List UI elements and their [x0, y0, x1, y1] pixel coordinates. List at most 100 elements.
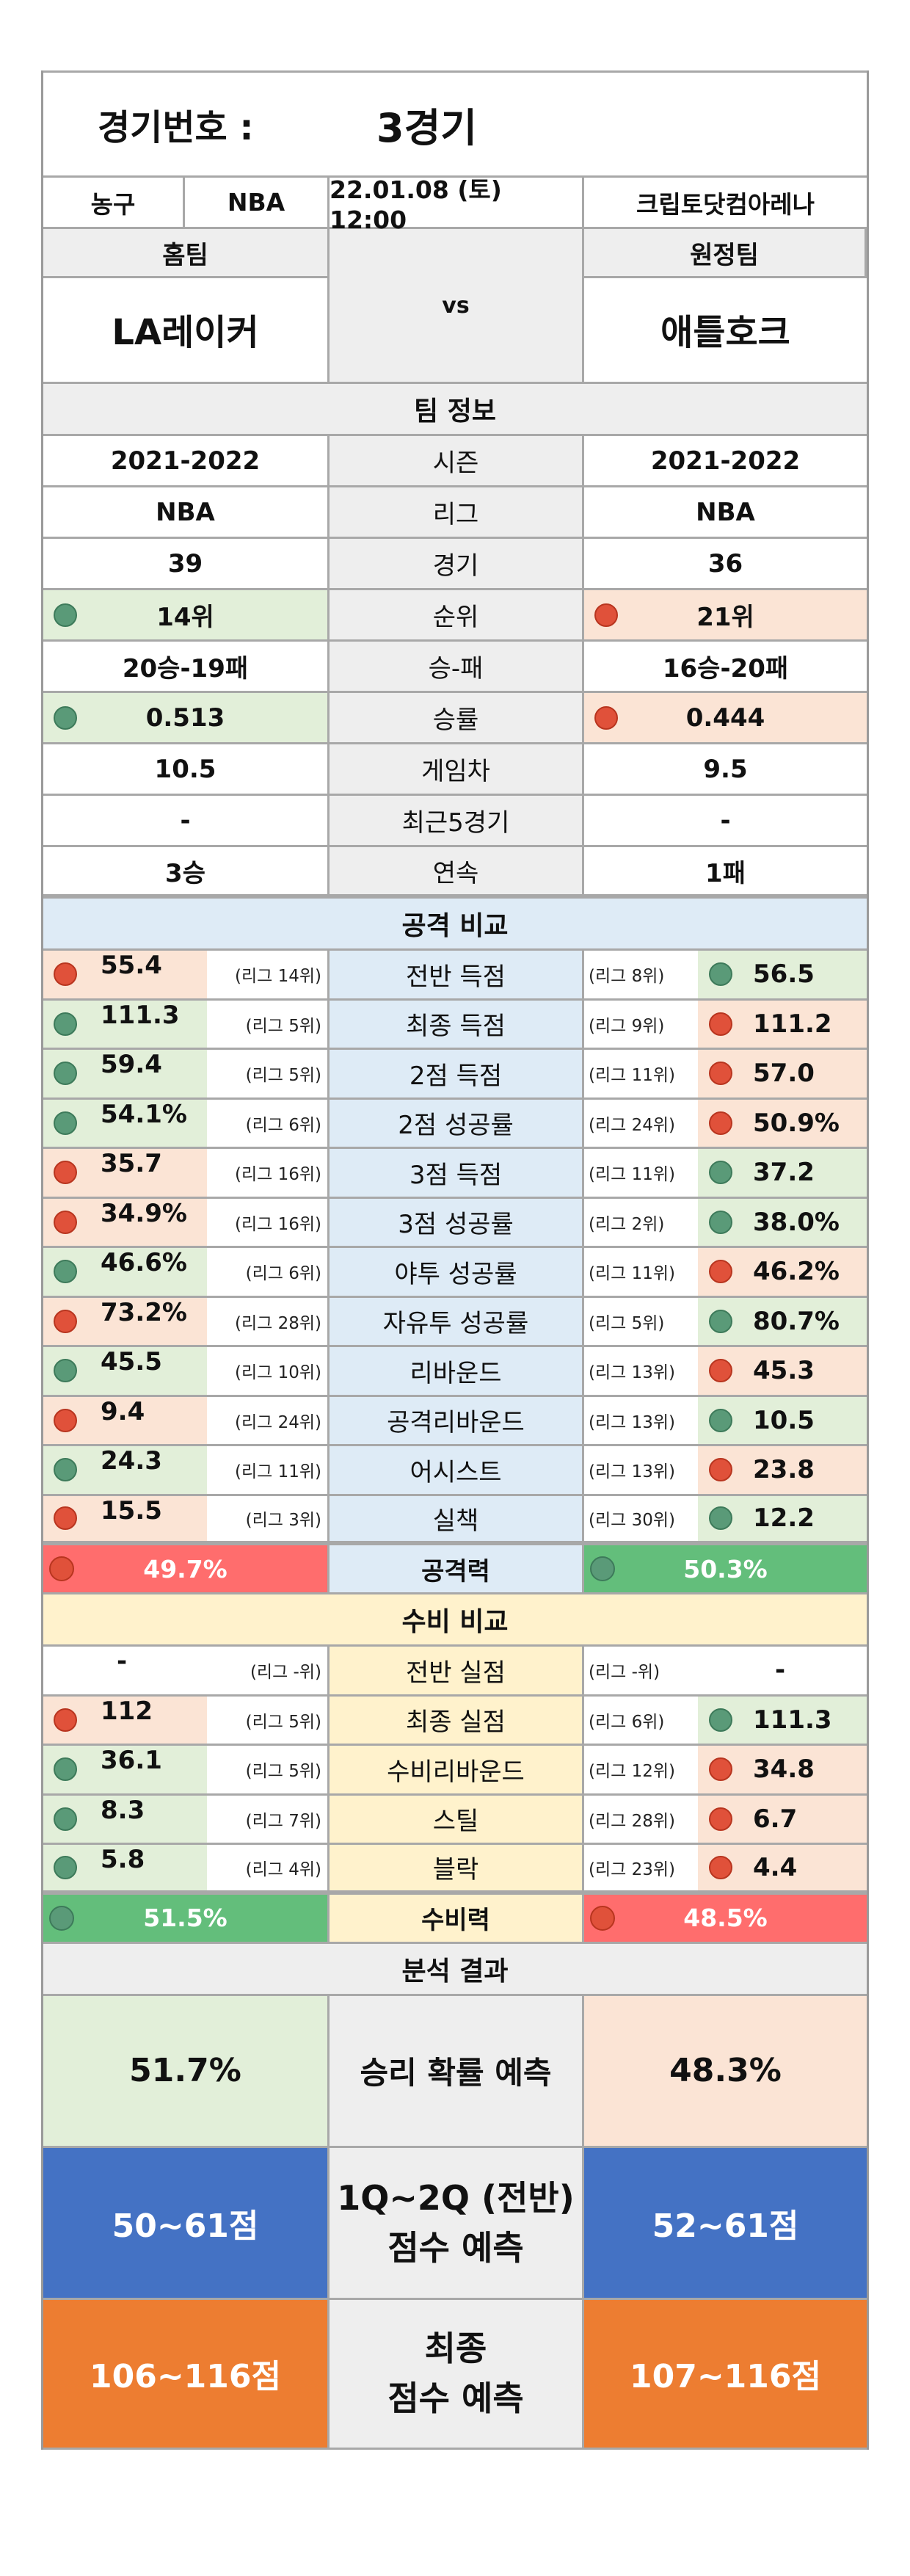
team-info-row: 20승-19패 승-패 16승-20패 [43, 639, 867, 691]
defense-header: 수비 비교 [43, 1594, 867, 1644]
stat-home-rankbox: (리그 6위) [207, 1248, 324, 1296]
stat-home-valbox: 9.4 [43, 1396, 210, 1444]
team-info-label: 경기 [330, 539, 584, 588]
stat-label: 블락 [330, 1845, 584, 1890]
stat-away-value: 10.5 [753, 1405, 815, 1435]
status-dot-icon [709, 1309, 732, 1333]
stat-home-rankbox: (리그 11위) [207, 1446, 324, 1494]
team-info-row: 2021-2022 시즌 2021-2022 [43, 434, 867, 485]
stat-row: 111.3 (리그 5위) 최종 득점 (리그 9위) 111.2 [43, 998, 867, 1048]
stat-home-rank: (리그 6위) [245, 1264, 321, 1284]
stat-home-rank: (리그 28위) [234, 1313, 321, 1333]
half-score-away: 52~61점 [584, 2147, 867, 2298]
stat-away-cell: (리그 30위) 12.2 [584, 1495, 867, 1541]
status-dot-icon [594, 603, 618, 627]
stat-home-value: 35.7 [101, 1149, 162, 1178]
team-info-home-value: 20승-19패 [122, 654, 249, 683]
team-info-label: 시즌 [330, 436, 584, 485]
team-info-label: 게임차 [330, 744, 584, 794]
team-info-row: 14위 순위 21위 [43, 588, 867, 639]
stat-away-rank: (리그 5위) [589, 1313, 665, 1333]
stat-home-cell: 5.8 (리그 4위) [43, 1845, 330, 1890]
stat-label: 2점 성공률 [330, 1099, 584, 1147]
status-dot-icon [54, 1408, 77, 1432]
stat-home-rank: (리그 4위) [245, 1860, 321, 1879]
team-info-home-value: 0.513 [145, 703, 225, 733]
defense-power-home: 51.5% [43, 1894, 330, 1942]
status-dot-icon [709, 1161, 732, 1185]
team-info-away-value: 16승-20패 [662, 654, 789, 683]
stat-row: 35.7 (리그 16위) 3점 득점 (리그 11위) 37.2 [43, 1147, 867, 1197]
stat-away-value: 56.5 [753, 959, 815, 990]
team-info-away-value: NBA [696, 497, 755, 527]
team-info-row: - 최근5경기 - [43, 794, 867, 845]
stat-away-rankbox: (리그 11위) [584, 1050, 698, 1097]
status-dot-icon [594, 705, 618, 730]
stat-home-cell: 24.3 (리그 11위) [43, 1446, 330, 1494]
stat-away-cell: (리그 -위) - [584, 1647, 867, 1694]
attack-power-away-value: 50.3% [683, 1554, 768, 1583]
team-info-away-cell: 21위 [584, 590, 867, 639]
half-score-label-line1: 1Q~2Q (전반) [337, 2177, 575, 2218]
stat-away-rank: (리그 13위) [589, 1412, 676, 1432]
final-score-row: 106~116점 최종 점수 예측 107~116점 [43, 2297, 867, 2450]
half-score-label-line2: 점수 예측 [387, 2227, 524, 2268]
stat-away-rank: (리그 13위) [589, 1462, 676, 1482]
title-row: 경기번호 : 3경기 [43, 70, 867, 175]
stat-home-value: 54.1% [101, 1099, 187, 1129]
stat-away-value: 50.9% [753, 1108, 840, 1138]
status-dot-icon [54, 1855, 77, 1879]
stat-away-rankbox: (리그 13위) [584, 1396, 698, 1444]
attack-header: 공격 비교 [43, 899, 867, 948]
away-team-name-text: 애틀호크 [660, 312, 790, 353]
stat-row: 34.9% (리그 16위) 3점 성공률 (리그 2위) 38.0% [43, 1196, 867, 1246]
half-score-row: 50~61점 1Q~2Q (전반) 점수 예측 52~61점 [43, 2145, 867, 2298]
stat-home-rank: (리그 14위) [234, 967, 321, 987]
stat-row: - (리그 -위) 전반 실점 (리그 -위) - [43, 1644, 867, 1694]
final-score-label-line1: 최종 [424, 2329, 487, 2368]
stat-row: 59.4 (리그 5위) 2점 득점 (리그 11위) 57.0 [43, 1048, 867, 1097]
status-dot-icon [54, 1359, 77, 1383]
status-dot-icon [709, 1506, 732, 1531]
team-info-away-value: 36 [707, 548, 743, 578]
home-team-name: LA레이커 [43, 278, 327, 380]
final-score-away-value: 107~116점 [629, 2358, 822, 2395]
win-probability-away-value: 48.3% [669, 2052, 782, 2089]
stat-away-rank: (리그 11위) [589, 1165, 676, 1185]
stat-away-value: 111.3 [753, 1705, 832, 1735]
stat-home-value: 9.4 [101, 1396, 145, 1426]
stat-home-cell: 34.9% (리그 16위) [43, 1198, 330, 1246]
stat-home-rankbox: (리그 28위) [207, 1297, 324, 1345]
stat-label: 리바운드 [330, 1347, 584, 1395]
stat-home-rankbox: (리그 5위) [207, 1050, 324, 1097]
status-dot-icon [709, 962, 732, 987]
attack-power-home: 49.7% [43, 1545, 330, 1592]
attack-rows: 55.4 (리그 14위) 전반 득점 (리그 8위) 56.5 111.3 (리그 5위)… [43, 948, 867, 1543]
stat-home-rank: (리그 5위) [245, 1016, 321, 1036]
stat-home-valbox: 73.2% [43, 1297, 210, 1345]
team-info-home-value: 39 [167, 548, 203, 578]
status-dot-icon [54, 1757, 77, 1782]
stat-home-rank: (리그 7위) [245, 1811, 321, 1831]
stat-home-cell: 45.5 (리그 10위) [43, 1347, 330, 1395]
stat-home-cell: 46.6% (리그 6위) [43, 1248, 330, 1296]
team-info-home-cell: 14위 [43, 590, 330, 639]
stat-home-value: 34.9% [101, 1198, 187, 1228]
stat-home-rank: (리그 16위) [234, 1214, 321, 1234]
stat-away-rankbox: (리그 30위) [584, 1495, 698, 1541]
stat-home-value: 111.3 [101, 1000, 180, 1030]
attack-header-row: 공격 비교 [43, 896, 867, 948]
stat-home-rank: (리그 16위) [234, 1165, 321, 1185]
defense-power-label: 수비력 [330, 1894, 584, 1942]
status-dot-icon [54, 1210, 77, 1234]
stat-away-cell: (리그 5위) 80.7% [584, 1297, 867, 1345]
win-probability-away: 48.3% [584, 1995, 867, 2146]
stat-home-rank: (리그 3위) [245, 1511, 321, 1531]
team-info-home-cell: 0.513 [43, 693, 330, 742]
stat-away-rankbox: (리그 11위) [584, 1248, 698, 1296]
team-info-label: 순위 [330, 590, 584, 639]
stat-label: 3점 득점 [330, 1149, 584, 1197]
half-score-away-value: 52~61점 [652, 2207, 799, 2245]
team-info-away-value: 0.444 [685, 703, 765, 733]
stat-home-rankbox: (리그 5위) [207, 1000, 324, 1048]
